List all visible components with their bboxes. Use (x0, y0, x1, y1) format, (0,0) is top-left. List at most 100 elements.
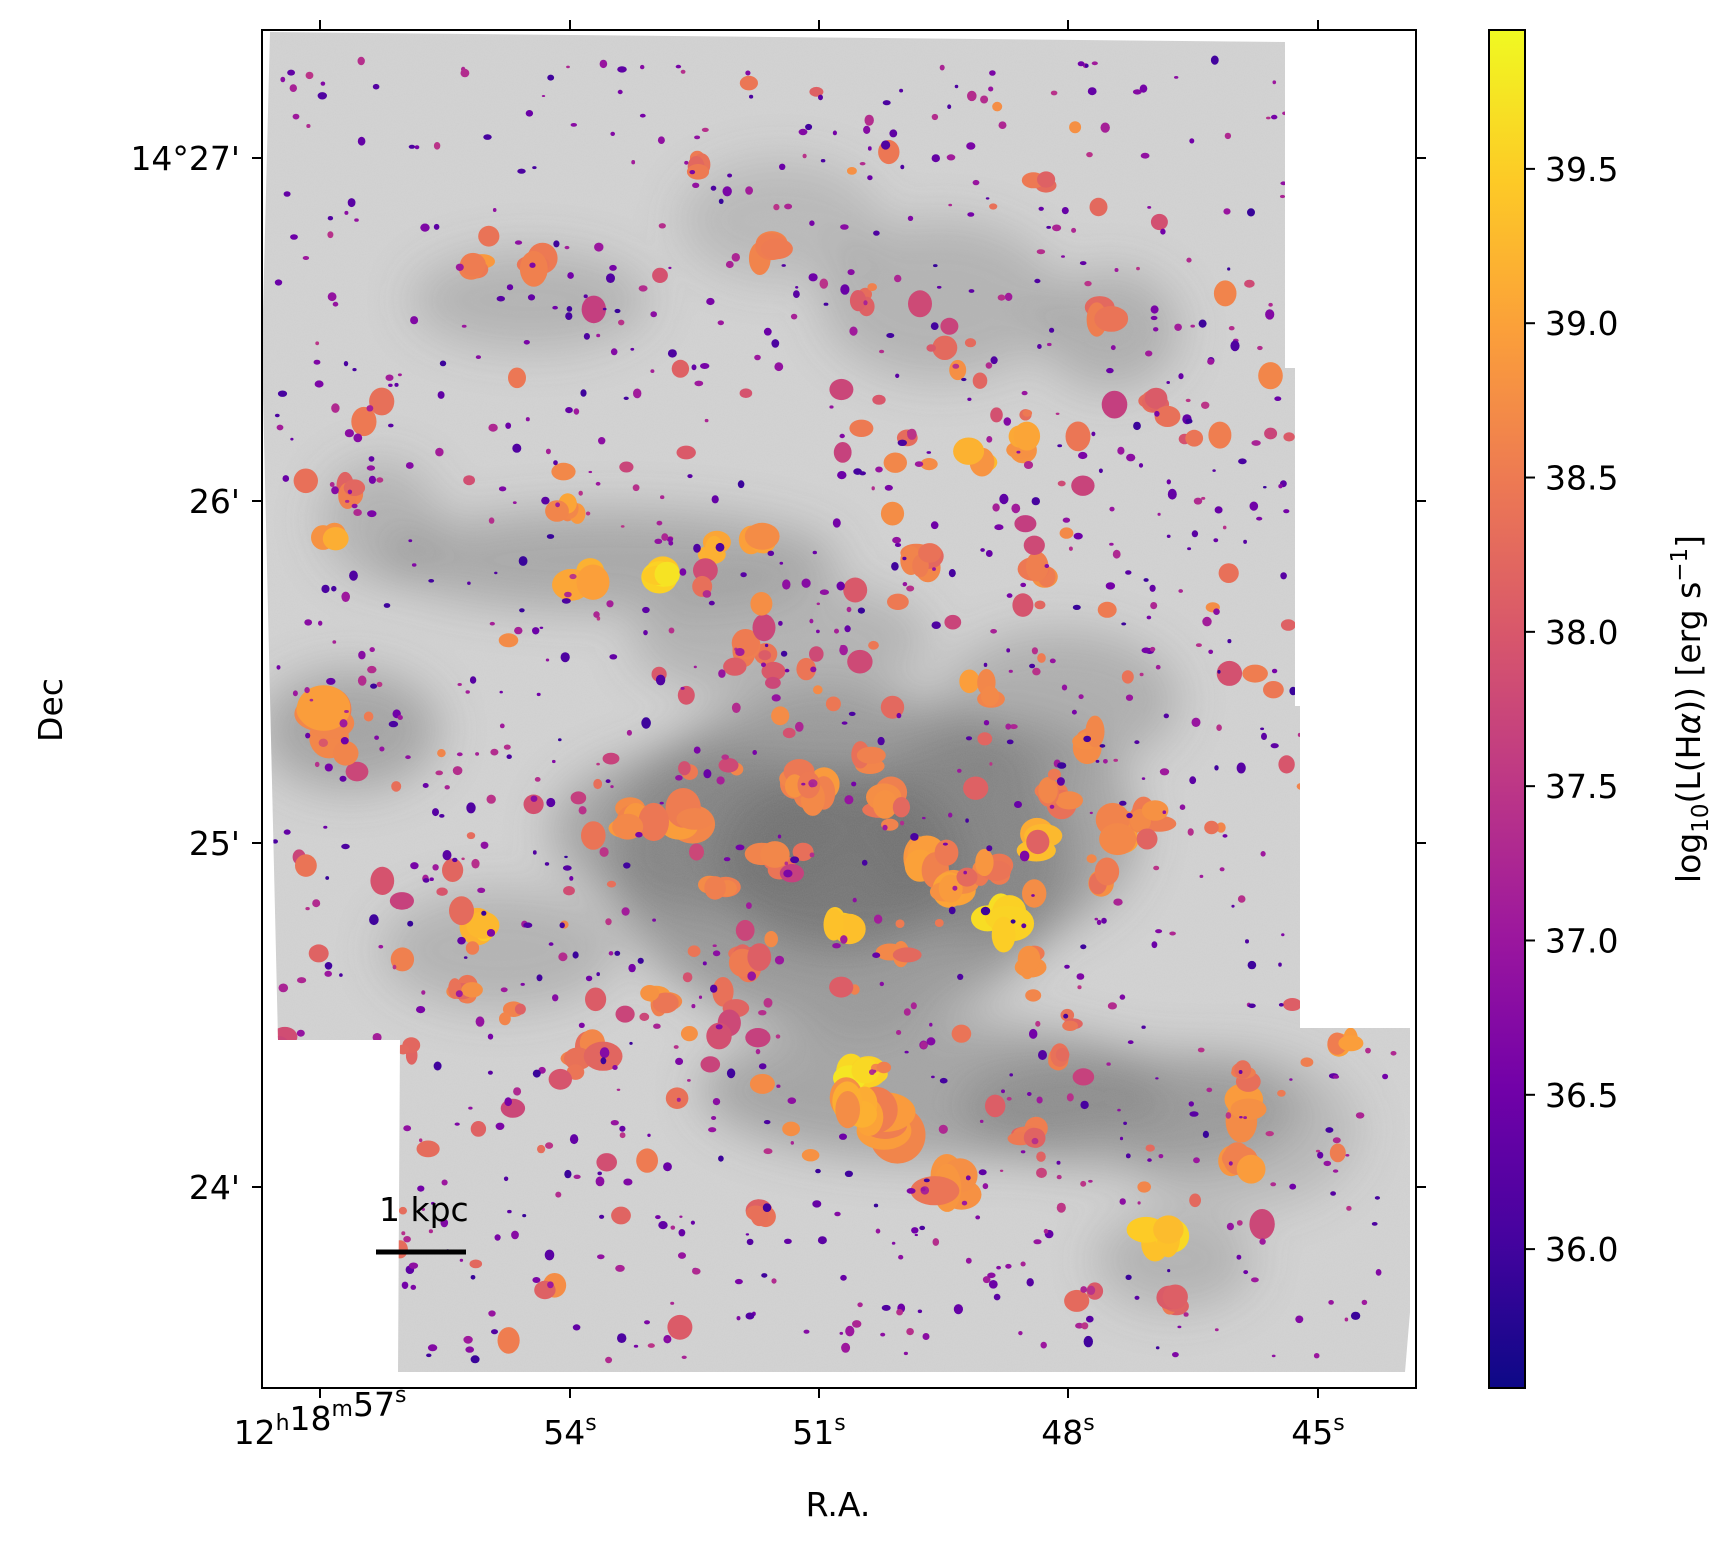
hii-region (1312, 541, 1324, 553)
hii-region (1243, 539, 1247, 544)
hii-region (379, 746, 385, 752)
hii-region (1087, 1285, 1096, 1296)
hii-region (1091, 61, 1098, 66)
hii-region (859, 471, 866, 476)
hii-region (1073, 532, 1083, 540)
hii-region (894, 274, 902, 283)
hii-region (985, 1094, 1006, 1118)
hii-region (615, 1264, 625, 1272)
hii-region (1228, 326, 1235, 331)
hii-region (933, 264, 938, 268)
hii-region (459, 1258, 464, 1262)
hii-region (778, 620, 783, 626)
hii-region (1260, 851, 1266, 857)
hii-region (796, 657, 816, 681)
hii-region (349, 570, 358, 581)
hii-region (961, 377, 967, 382)
hii-region (452, 857, 458, 863)
hii-region (332, 640, 337, 644)
hii-region (1075, 1322, 1084, 1329)
hii-region (532, 166, 537, 170)
hii-region (1361, 1299, 1368, 1305)
hii-region (993, 1293, 1001, 1301)
hii-region (705, 535, 724, 563)
hii-region (650, 311, 657, 318)
hii-region (1375, 1269, 1382, 1276)
hii-region (723, 657, 747, 676)
hii-region (489, 621, 495, 626)
hii-region (1245, 939, 1249, 944)
hii-region (841, 1342, 851, 1353)
hii-region (1162, 810, 1167, 814)
hii-region (736, 1316, 741, 1321)
hii-region (948, 569, 956, 578)
hii-region (416, 1006, 426, 1014)
hii-region (1006, 648, 1011, 653)
hii-region (561, 598, 571, 604)
hii-region (837, 471, 847, 480)
hii-region (957, 768, 962, 773)
hii-region (428, 579, 435, 583)
hii-region (1222, 834, 1228, 838)
hii-region (324, 763, 333, 772)
hii-region (774, 955, 785, 965)
hii-region (679, 1215, 683, 1218)
hii-region (555, 502, 560, 508)
hii-region (665, 1087, 689, 1109)
hii-region (1317, 1151, 1324, 1159)
hii-region (573, 408, 580, 415)
hii-region (595, 1176, 605, 1187)
hii-region (525, 110, 534, 117)
hii-region (348, 1173, 374, 1195)
hii-region (520, 982, 525, 986)
hii-region (352, 368, 357, 372)
hii-region (880, 695, 905, 719)
hii-region (1032, 667, 1041, 676)
hii-region (442, 850, 452, 861)
hii-region (513, 1087, 522, 1096)
hii-region (1119, 800, 1127, 806)
hii-region (1137, 1181, 1151, 1193)
hii-region (1037, 653, 1046, 663)
hii-region (857, 607, 866, 614)
hii-region (771, 339, 780, 348)
hii-region (596, 762, 600, 766)
hii-region (1061, 207, 1069, 215)
hii-region (1036, 1167, 1047, 1178)
hii-region (1223, 208, 1231, 215)
hii-region (1013, 421, 1041, 451)
hii-region (1216, 660, 1243, 686)
hii-region (702, 961, 707, 966)
hii-region (725, 260, 734, 269)
hii-region (691, 364, 697, 371)
hii-region (1329, 1143, 1346, 1163)
hii-region (655, 1215, 661, 1220)
hii-region (857, 1302, 863, 1308)
hii-region (1036, 249, 1046, 255)
hii-region (1280, 619, 1296, 631)
hii-region (868, 640, 879, 650)
hii-region (1121, 670, 1134, 684)
hii-region (967, 90, 977, 102)
hii-region (1330, 1191, 1336, 1196)
hii-region (588, 470, 593, 474)
hii-region (427, 1344, 438, 1352)
hii-region (1193, 1157, 1200, 1164)
hii-region (867, 175, 873, 181)
hii-region (280, 76, 286, 83)
hii-region (323, 825, 328, 829)
hii-region (1006, 1096, 1012, 1101)
hii-region (809, 782, 815, 788)
hii-region (1187, 828, 1194, 836)
hii-region (946, 154, 956, 161)
hii-region (1204, 820, 1219, 835)
hii-region (930, 521, 939, 530)
hii-region (652, 267, 668, 283)
hii-region (1047, 768, 1061, 781)
hii-region (667, 349, 677, 358)
hii-region (1382, 1073, 1389, 1080)
hii-region (1003, 417, 1012, 426)
hii-region (934, 919, 944, 927)
hii-region (435, 770, 444, 776)
hii-region (900, 164, 905, 170)
